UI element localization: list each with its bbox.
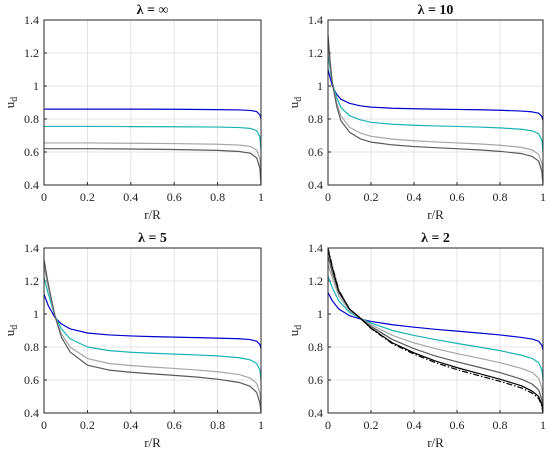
x-tick-label: 0 [41, 190, 47, 204]
panel-3: 0 0.2 0.4 0.6 0.8 1 0.4 0.6 0.8 1 1.2 1.4 λ = 5 r/R ud [2, 231, 264, 450]
x-tick-label: 0 [325, 418, 331, 432]
series-line-3 [44, 142, 261, 177]
series-line-2 [328, 52, 543, 153]
series-line-2 [44, 277, 261, 381]
y-tick-label: 0.6 [308, 373, 323, 387]
y-axis-title-subscript: d [293, 325, 304, 330]
axes-frame [327, 247, 544, 414]
y-tick-label: 1.2 [24, 274, 39, 288]
series-line-1 [328, 292, 543, 351]
panel-title: λ = 10 [418, 3, 454, 18]
y-axis-title-base: u [2, 101, 17, 108]
series-line-3 [44, 266, 261, 405]
series-line-1 [44, 293, 261, 349]
x-tick-label: 0.8 [210, 418, 225, 432]
series-line-4 [44, 148, 261, 185]
y-tick-label: 0.8 [308, 112, 323, 126]
panel-title: λ = 5 [138, 231, 167, 246]
panel-1: 0 0.2 0.4 0.6 0.8 1 0.4 0.6 0.8 1 1.2 1.4 λ = ∞ r/R ud [2, 3, 264, 222]
y-tick-label: 1 [33, 79, 39, 93]
y-axis-title-subscript: d [9, 325, 20, 330]
panel-4: 0 0.2 0.4 0.6 0.8 1 0.4 0.6 0.8 1 1.2 1.4 λ = 2 r/R ud [286, 231, 546, 450]
x-tick-label: 0.6 [167, 190, 182, 204]
y-tick-label: 1.4 [24, 241, 39, 255]
x-tick-label: 0.2 [80, 418, 95, 432]
y-tick-label: 0.4 [308, 406, 323, 420]
x-tick-label: 0.6 [450, 190, 465, 204]
y-tick-label: 1 [317, 307, 323, 321]
y-tick-label: 1.4 [24, 13, 39, 27]
x-tick-label: 1 [258, 418, 264, 432]
y-axis-title-base: u [286, 329, 301, 336]
x-tick-label: 0.4 [407, 190, 422, 204]
panel-2: 0 0.2 0.4 0.6 0.8 1 0.4 0.6 0.8 1 1.2 1.4 λ = 10 r/R u… [286, 3, 546, 222]
y-tick-label: 0.8 [24, 112, 39, 126]
x-tick-label: 0.2 [80, 190, 95, 204]
series-line-5 [328, 249, 543, 413]
y-tick-label: 0.4 [24, 178, 39, 192]
series-line-4 [328, 256, 543, 410]
series-line-4 [328, 34, 543, 185]
x-axis-title: r/R [427, 207, 444, 222]
panel-title: λ = 2 [421, 231, 450, 246]
x-tick-label: 1 [540, 190, 546, 204]
y-tick-label: 1.2 [308, 274, 323, 288]
series-line-3 [328, 264, 543, 402]
y-tick-label: 0.8 [308, 340, 323, 354]
y-tick-label: 0.6 [24, 373, 39, 387]
x-tick-label: 0.6 [167, 418, 182, 432]
y-axis-title: ud [286, 325, 304, 337]
y-axis-title-subscript: d [9, 97, 20, 102]
axes-frame [327, 19, 544, 186]
y-axis-title: ud [2, 97, 20, 109]
panel-title: λ = ∞ [137, 3, 169, 18]
y-tick-label: 1 [33, 307, 39, 321]
series-line-2 [328, 275, 543, 381]
y-tick-label: 1.4 [308, 241, 323, 255]
y-axis-title-base: u [286, 101, 301, 108]
x-tick-label: 0.4 [123, 418, 138, 432]
x-axis-title: r/R [144, 435, 161, 450]
series-line-2 [44, 125, 261, 151]
y-tick-label: 0.8 [24, 340, 39, 354]
x-tick-label: 0.8 [210, 190, 225, 204]
y-tick-label: 1.2 [308, 46, 323, 60]
axes-frame [43, 247, 262, 414]
x-tick-label: 0 [325, 190, 331, 204]
y-tick-label: 0.4 [24, 406, 39, 420]
x-tick-label: 0.6 [450, 418, 465, 432]
x-tick-label: 1 [258, 190, 264, 204]
y-tick-label: 1.2 [24, 46, 39, 60]
x-tick-label: 0.4 [407, 418, 422, 432]
y-axis-title-subscript: d [293, 97, 304, 102]
series-line-1 [328, 69, 543, 121]
series-line-1 [44, 108, 261, 120]
y-tick-label: 0.6 [308, 145, 323, 159]
axes-frame [43, 19, 262, 186]
x-axis-title: r/R [144, 207, 161, 222]
y-tick-label: 0.4 [308, 178, 323, 192]
y-axis-title: ud [286, 97, 304, 109]
x-tick-label: 0.2 [364, 418, 379, 432]
x-tick-label: 0.8 [493, 190, 508, 204]
y-tick-label: 1.4 [308, 13, 323, 27]
x-axis-title: r/R [427, 435, 444, 450]
x-tick-label: 0.4 [123, 190, 138, 204]
y-axis-title: ud [2, 325, 20, 337]
x-tick-label: 0.8 [493, 418, 508, 432]
series-line-3 [328, 41, 543, 177]
y-tick-label: 1 [317, 79, 323, 93]
y-tick-label: 0.6 [24, 145, 39, 159]
x-tick-label: 1 [540, 418, 546, 432]
x-tick-label: 0.2 [364, 190, 379, 204]
series-line-6 [328, 248, 543, 413]
series-line-4 [44, 259, 261, 413]
y-axis-title-base: u [2, 329, 17, 336]
x-tick-label: 0 [41, 418, 47, 432]
